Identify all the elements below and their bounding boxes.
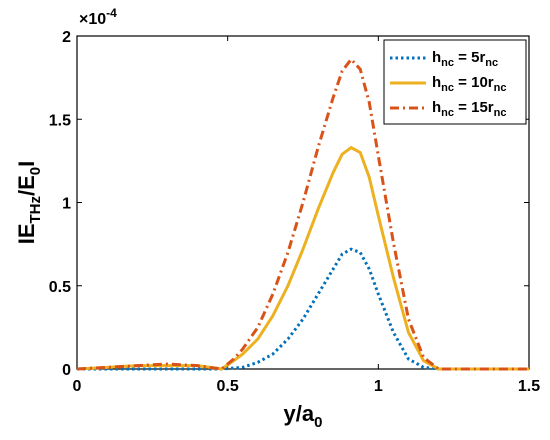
legend-label: hnc = 5rnc (432, 49, 498, 69)
y-tick-label: 1 (62, 196, 71, 213)
y-axis-label-s2: 0 (27, 167, 44, 175)
legend-label: hnc = 10rnc (432, 74, 506, 94)
legend-label: hnc = 15rnc (432, 99, 506, 119)
x-tick-label: 0 (73, 378, 82, 395)
y-exponent-power: -4 (106, 6, 117, 20)
y-tick-label: 0 (62, 362, 71, 379)
y-axis-label-p3: I (14, 161, 39, 167)
x-tick-label: 1 (374, 378, 383, 395)
y-exponent-label: ×10-4 (79, 6, 117, 28)
x-axis-label: y/a0 (284, 401, 323, 431)
legend: hnc = 5rnc hnc = 10rnc hnc = 15rnc (383, 39, 527, 125)
y-tick-label: 1.5 (49, 112, 71, 129)
y-tick-label: 0.5 (49, 279, 71, 296)
x-tick-label: 0.5 (217, 378, 239, 395)
series-line-3 (76, 57, 529, 371)
x-axis-label-main: y/a (284, 401, 315, 426)
y-axis-label-s1: THz (27, 196, 44, 224)
y-axis-label: IETHz/E0I (14, 161, 44, 245)
x-tick-label: 1.5 (518, 378, 540, 395)
series-layer (76, 57, 529, 371)
axis-ticks: 0 0.5 1 1.5 0 0.5 1 1.5 2 (49, 29, 540, 395)
series-line-1 (77, 247, 529, 371)
x-axis-label-sub: 0 (314, 414, 322, 431)
y-tick-label: 2 (62, 29, 71, 46)
legend-entries: hnc = 5rnc hnc = 10rnc hnc = 15rnc (390, 49, 506, 119)
y-exponent-base: ×10 (79, 11, 106, 28)
y-axis-label-p1: IE (14, 223, 39, 244)
series-line-2 (76, 146, 529, 371)
y-axis-label-p2: /E (14, 175, 39, 196)
